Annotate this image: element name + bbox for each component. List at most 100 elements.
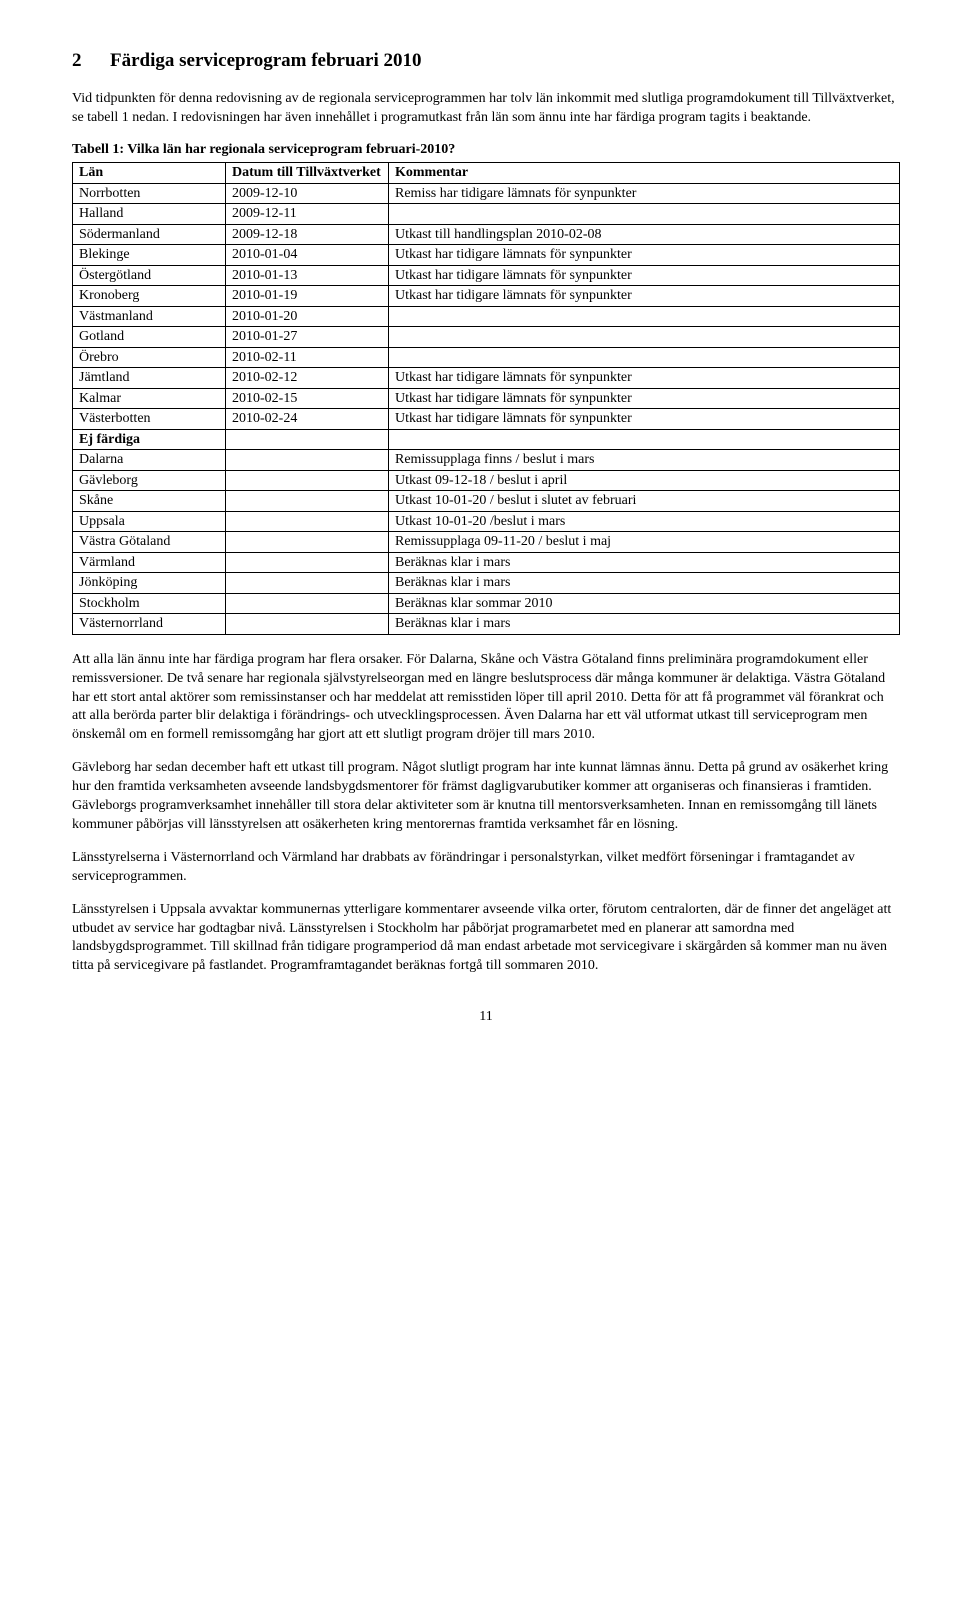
- cell-comment: Remissupplaga finns / beslut i mars: [389, 450, 900, 471]
- cell-comment: Utkast 09-12-18 / beslut i april: [389, 470, 900, 491]
- cell-lan: Kronoberg: [73, 286, 226, 307]
- section-empty-date: [226, 429, 389, 450]
- table-row: Norrbotten2009-12-10Remiss har tidigare …: [73, 183, 900, 204]
- cell-date: 2010-02-24: [226, 409, 389, 430]
- cell-comment: Remissupplaga 09-11-20 / beslut i maj: [389, 532, 900, 553]
- table-row: Dalarna Remissupplaga finns / beslut i ma…: [73, 450, 900, 471]
- table-row: Västerbotten2010-02-24Utkast har tidigar…: [73, 409, 900, 430]
- heading-title: Färdiga serviceprogram februari 2010: [110, 50, 422, 71]
- cell-lan: Dalarna: [73, 450, 226, 471]
- cell-comment: [389, 347, 900, 368]
- cell-lan: Värmland: [73, 552, 226, 573]
- cell-date: 2010-01-13: [226, 265, 389, 286]
- cell-lan: Kalmar: [73, 388, 226, 409]
- cell-lan: Västmanland: [73, 306, 226, 327]
- cell-lan: Örebro: [73, 347, 226, 368]
- table-row: Halland2009-12-11: [73, 204, 900, 225]
- cell-comment: [389, 204, 900, 225]
- table-row: Blekinge2010-01-04Utkast har tidigare lä…: [73, 245, 900, 266]
- cell-date: [226, 614, 389, 635]
- cell-date: [226, 552, 389, 573]
- cell-date: [226, 573, 389, 594]
- table-row: Jönköping Beräknas klar i mars: [73, 573, 900, 594]
- table-row: Västernorrland Beräknas klar i mars: [73, 614, 900, 635]
- cell-comment: Utkast har tidigare lämnats för synpunkt…: [389, 245, 900, 266]
- cell-date: 2010-01-27: [226, 327, 389, 348]
- table-row: Stockholm Beräknas klar sommar 2010: [73, 593, 900, 614]
- cell-lan: Stockholm: [73, 593, 226, 614]
- cell-lan: Gävleborg: [73, 470, 226, 491]
- cell-date: 2009-12-18: [226, 224, 389, 245]
- cell-comment: Utkast har tidigare lämnats för synpunkt…: [389, 286, 900, 307]
- cell-lan: Västernorrland: [73, 614, 226, 635]
- cell-lan: Halland: [73, 204, 226, 225]
- cell-comment: Beräknas klar i mars: [389, 552, 900, 573]
- table-row: Kronoberg2010-01-19Utkast har tidigare l…: [73, 286, 900, 307]
- table-row: Skåne Utkast 10-01-20 / beslut i slutet a…: [73, 491, 900, 512]
- cell-comment: Utkast har tidigare lämnats för synpunkt…: [389, 388, 900, 409]
- cell-date: 2010-02-11: [226, 347, 389, 368]
- page-number: 11: [72, 1008, 900, 1027]
- col-header-lan: Län: [73, 163, 226, 184]
- table-row: Jämtland2010-02-12Utkast har tidigare lä…: [73, 368, 900, 389]
- table-row: Värmland Beräknas klar i mars: [73, 552, 900, 573]
- table-section-row: Ej färdiga: [73, 429, 900, 450]
- body-paragraph: Gävleborg har sedan december haft ett ut…: [72, 759, 900, 835]
- cell-date: [226, 532, 389, 553]
- cell-comment: Utkast har tidigare lämnats för synpunkt…: [389, 265, 900, 286]
- cell-lan: Gotland: [73, 327, 226, 348]
- cell-comment: Beräknas klar i mars: [389, 614, 900, 635]
- body-paragraph: Länsstyrelserna i Västernorrland och Vär…: [72, 849, 900, 887]
- cell-date: 2010-01-19: [226, 286, 389, 307]
- table-row: Västra Götaland Remissupplaga 09-11-20 / …: [73, 532, 900, 553]
- service-program-table: Län Datum till Tillväxtverket Kommentar …: [72, 162, 900, 635]
- cell-comment: Remiss har tidigare lämnats för synpunkt…: [389, 183, 900, 204]
- section-empty-comment: [389, 429, 900, 450]
- cell-comment: [389, 306, 900, 327]
- table-row: Östergötland2010-01-13Utkast har tidigar…: [73, 265, 900, 286]
- cell-date: [226, 491, 389, 512]
- table-row: Kalmar2010-02-15Utkast har tidigare lämn…: [73, 388, 900, 409]
- cell-comment: Beräknas klar sommar 2010: [389, 593, 900, 614]
- cell-lan: Södermanland: [73, 224, 226, 245]
- cell-lan: Uppsala: [73, 511, 226, 532]
- col-header-comment: Kommentar: [389, 163, 900, 184]
- section-label: Ej färdiga: [73, 429, 226, 450]
- cell-lan: Östergötland: [73, 265, 226, 286]
- table-row: Södermanland2009-12-18Utkast till handli…: [73, 224, 900, 245]
- cell-lan: Jönköping: [73, 573, 226, 594]
- table-row: Västmanland2010-01-20: [73, 306, 900, 327]
- cell-comment: Utkast har tidigare lämnats för synpunkt…: [389, 368, 900, 389]
- heading-number: 2: [72, 48, 110, 74]
- col-header-date: Datum till Tillväxtverket: [226, 163, 389, 184]
- cell-comment: Utkast 10-01-20 /beslut i mars: [389, 511, 900, 532]
- cell-comment: Utkast 10-01-20 / beslut i slutet av feb…: [389, 491, 900, 512]
- body-paragraph: Länsstyrelsen i Uppsala avvaktar kommune…: [72, 901, 900, 977]
- cell-comment: Beräknas klar i mars: [389, 573, 900, 594]
- cell-date: [226, 511, 389, 532]
- cell-lan: Västra Götaland: [73, 532, 226, 553]
- table-row: Örebro2010-02-11: [73, 347, 900, 368]
- cell-date: 2010-01-04: [226, 245, 389, 266]
- table-row: Gävleborg Utkast 09-12-18 / beslut i apri…: [73, 470, 900, 491]
- cell-lan: Norrbotten: [73, 183, 226, 204]
- intro-paragraph: Vid tidpunkten för denna redovisning av …: [72, 90, 900, 128]
- cell-date: 2010-02-12: [226, 368, 389, 389]
- table-caption: Tabell 1: Vilka län har regionala servic…: [72, 141, 900, 160]
- cell-lan: Blekinge: [73, 245, 226, 266]
- cell-date: [226, 470, 389, 491]
- section-heading: 2Färdiga serviceprogram februari 2010: [72, 48, 900, 74]
- cell-date: [226, 593, 389, 614]
- cell-lan: Skåne: [73, 491, 226, 512]
- cell-date: 2010-01-20: [226, 306, 389, 327]
- table-row: Gotland2010-01-27: [73, 327, 900, 348]
- cell-lan: Västerbotten: [73, 409, 226, 430]
- table-header-row: Län Datum till Tillväxtverket Kommentar: [73, 163, 900, 184]
- cell-comment: Utkast har tidigare lämnats för synpunkt…: [389, 409, 900, 430]
- cell-date: 2009-12-10: [226, 183, 389, 204]
- cell-date: [226, 450, 389, 471]
- cell-date: 2009-12-11: [226, 204, 389, 225]
- cell-lan: Jämtland: [73, 368, 226, 389]
- body-paragraph: Att alla län ännu inte har färdiga progr…: [72, 651, 900, 745]
- table-row: Uppsala Utkast 10-01-20 /beslut i mars: [73, 511, 900, 532]
